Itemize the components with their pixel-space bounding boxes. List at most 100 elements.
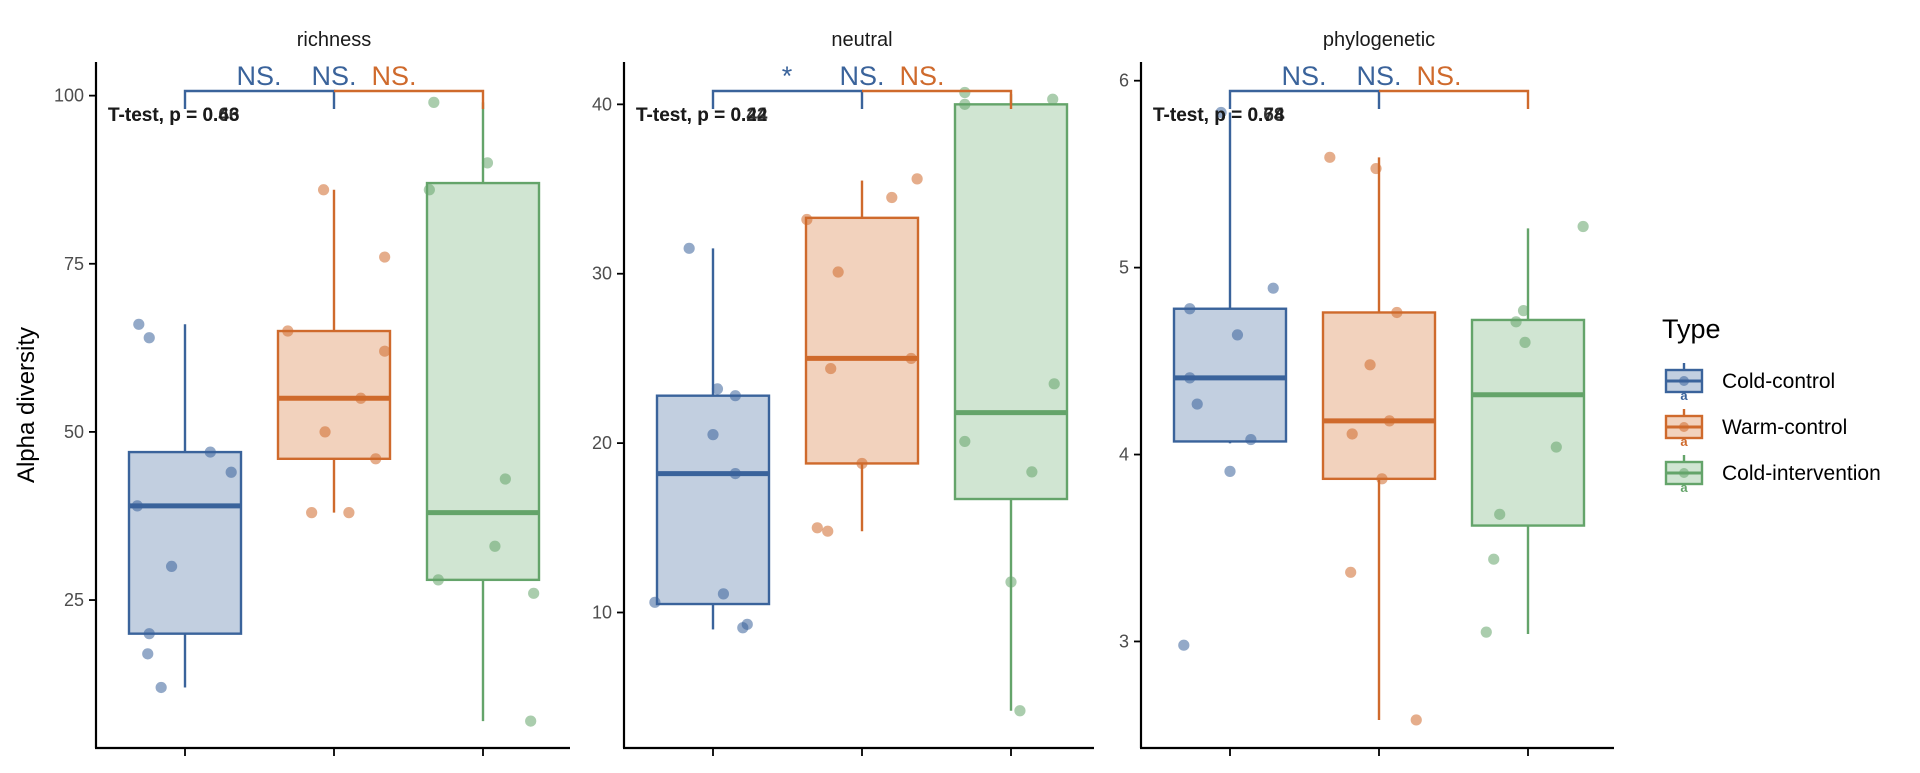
data-point-phylogenetic-cold-intervention-4 <box>1550 441 1562 453</box>
y-tick-label-neutral-20: 20 <box>592 433 612 453</box>
data-point-richness-cold-control-8 <box>155 681 167 694</box>
data-point-richness-cold-intervention-4 <box>489 540 501 552</box>
data-point-neutral-warm-control-3 <box>832 266 844 278</box>
box-neutral-cold-control <box>655 394 771 606</box>
bracket-phylogenetic-cold-warm <box>1228 89 1381 109</box>
significance-label-phylogenetic-0: NS. <box>1281 61 1326 91</box>
box-richness-cold-control <box>127 450 243 635</box>
y-tick-label-neutral-10: 10 <box>592 602 612 622</box>
data-point-richness-warm-control-2 <box>282 325 294 337</box>
data-point-phylogenetic-cold-control-5 <box>1191 398 1203 410</box>
data-point-neutral-cold-control-6 <box>717 588 730 600</box>
data-point-richness-cold-intervention-3 <box>499 473 511 485</box>
y-axis-label: Alpha diversity <box>13 327 40 483</box>
data-point-phylogenetic-cold-control-7 <box>1224 465 1236 477</box>
data-point-richness-cold-intervention-2 <box>423 184 435 196</box>
data-point-phylogenetic-cold-intervention-1 <box>1517 305 1530 317</box>
test-label-richness-b: T-test, p = 0.63 <box>108 105 239 126</box>
significance-label-phylogenetic-1: NS. <box>1356 61 1401 91</box>
data-point-neutral-cold-intervention-3 <box>1048 378 1060 390</box>
data-point-phylogenetic-warm-control-2 <box>1391 306 1403 319</box>
data-point-phylogenetic-cold-control-8 <box>1178 639 1190 651</box>
y-tick-label-richness-50: 50 <box>64 422 84 442</box>
data-point-richness-warm-control-6 <box>370 453 382 465</box>
box-richness-warm-control <box>276 329 392 461</box>
significance-label-richness-0: NS. <box>236 61 281 91</box>
data-point-phylogenetic-cold-control-3 <box>1231 329 1244 341</box>
y-tick-label-richness-25: 25 <box>64 590 84 610</box>
data-point-neutral-warm-control-1 <box>886 191 898 204</box>
legend-label-warm-control: Warm-control <box>1722 416 1847 439</box>
data-point-phylogenetic-warm-control-6 <box>1376 473 1388 485</box>
data-point-neutral-warm-control-4 <box>825 362 837 375</box>
data-point-richness-warm-control-5 <box>319 426 331 438</box>
legend-label-cold-control: Cold-control <box>1722 370 1835 393</box>
data-point-neutral-cold-intervention-6 <box>1005 576 1017 588</box>
data-point-phylogenetic-cold-intervention-6 <box>1488 553 1500 565</box>
data-point-neutral-warm-control-2 <box>801 213 813 226</box>
data-point-richness-cold-intervention-1 <box>481 157 494 169</box>
data-point-richness-cold-control-3 <box>225 466 237 478</box>
y-tick-label-phylogenetic-4: 4 <box>1119 445 1129 465</box>
data-point-phylogenetic-cold-intervention-5 <box>1494 508 1506 520</box>
data-point-neutral-warm-control-6 <box>856 457 868 470</box>
data-point-phylogenetic-cold-intervention-7 <box>1480 626 1492 638</box>
significance-label-neutral-1: NS. <box>839 61 884 91</box>
data-point-neutral-cold-intervention-5 <box>1026 466 1038 478</box>
bracket-neutral-cold-warm <box>711 89 864 109</box>
legend-key-letter-warm-control: a <box>1680 434 1688 449</box>
data-point-richness-cold-control-7 <box>142 648 154 660</box>
data-point-phylogenetic-cold-control-6 <box>1245 433 1257 446</box>
bracket-richness-cold-warm <box>183 89 336 109</box>
test-label-phylogenetic-a: T-test, p = 0.64 <box>1153 105 1285 126</box>
y-tick-label-richness-75: 75 <box>64 254 84 274</box>
data-point-phylogenetic-cold-intervention-2 <box>1510 316 1522 328</box>
data-point-richness-warm-control-0 <box>317 184 330 196</box>
data-point-neutral-cold-intervention-2 <box>1047 93 1059 105</box>
test-label-richness-a: T-test, p = 0.46 <box>108 105 239 126</box>
bracket-neutral-warm-intervention <box>862 89 1013 109</box>
data-point-neutral-cold-intervention-7 <box>1014 705 1026 717</box>
data-point-neutral-cold-control-2 <box>729 390 741 402</box>
test-label-neutral-b: T-test, p = 0.24 <box>636 105 768 126</box>
significance-label-richness-2: NS. <box>371 61 416 91</box>
data-point-neutral-cold-intervention-1 <box>959 98 971 110</box>
y-tick-label-phylogenetic-6: 6 <box>1119 71 1129 91</box>
data-point-neutral-cold-control-5 <box>649 596 661 608</box>
data-point-neutral-cold-intervention-0 <box>959 86 971 99</box>
panel-title-phylogenetic: phylogenetic <box>1323 29 1435 51</box>
data-point-richness-warm-control-1 <box>379 251 391 263</box>
box-richness-cold-intervention <box>425 181 541 582</box>
y-tick-label-neutral-30: 30 <box>592 264 612 284</box>
y-tick-label-richness-100: 100 <box>54 86 84 106</box>
legend-key-letter-cold-control: a <box>1680 388 1688 403</box>
significance-label-richness-1: NS. <box>311 61 356 91</box>
data-point-richness-cold-intervention-0 <box>428 96 440 108</box>
data-point-neutral-cold-control-3 <box>707 429 719 441</box>
data-point-phylogenetic-cold-control-4 <box>1184 372 1196 384</box>
box-neutral-warm-control <box>804 216 920 465</box>
significance-label-neutral-2: NS. <box>899 61 944 91</box>
legend-title: Type <box>1662 314 1721 344</box>
data-point-richness-cold-intervention-7 <box>525 715 537 727</box>
panel-title-richness: richness <box>297 29 371 51</box>
legend-key-point-warm-control <box>1679 422 1689 432</box>
test-label-phylogenetic-b: T-test, p = 0.78 <box>1153 105 1284 126</box>
bracket-phylogenetic-warm-intervention <box>1379 89 1530 109</box>
test-label-neutral-a: T-test, p = 0.42 <box>636 105 767 126</box>
data-point-phylogenetic-warm-control-3 <box>1364 359 1376 371</box>
data-point-neutral-cold-control-0 <box>683 242 695 254</box>
data-point-phylogenetic-warm-control-8 <box>1410 714 1422 726</box>
data-point-richness-warm-control-4 <box>355 392 367 404</box>
data-point-richness-cold-intervention-5 <box>432 574 444 586</box>
data-point-richness-cold-control-4 <box>131 500 143 512</box>
data-point-phylogenetic-warm-control-0 <box>1324 151 1336 163</box>
y-tick-label-phylogenetic-5: 5 <box>1119 258 1129 278</box>
significance-label-neutral-0: * <box>782 61 793 91</box>
y-tick-label-phylogenetic-3: 3 <box>1119 631 1129 651</box>
data-point-richness-warm-control-8 <box>343 507 355 519</box>
data-point-neutral-cold-control-4 <box>729 468 741 480</box>
data-point-phylogenetic-cold-control-1 <box>1267 282 1279 294</box>
data-point-phylogenetic-cold-intervention-0 <box>1577 220 1589 233</box>
box-neutral-cold-intervention <box>953 103 1069 501</box>
